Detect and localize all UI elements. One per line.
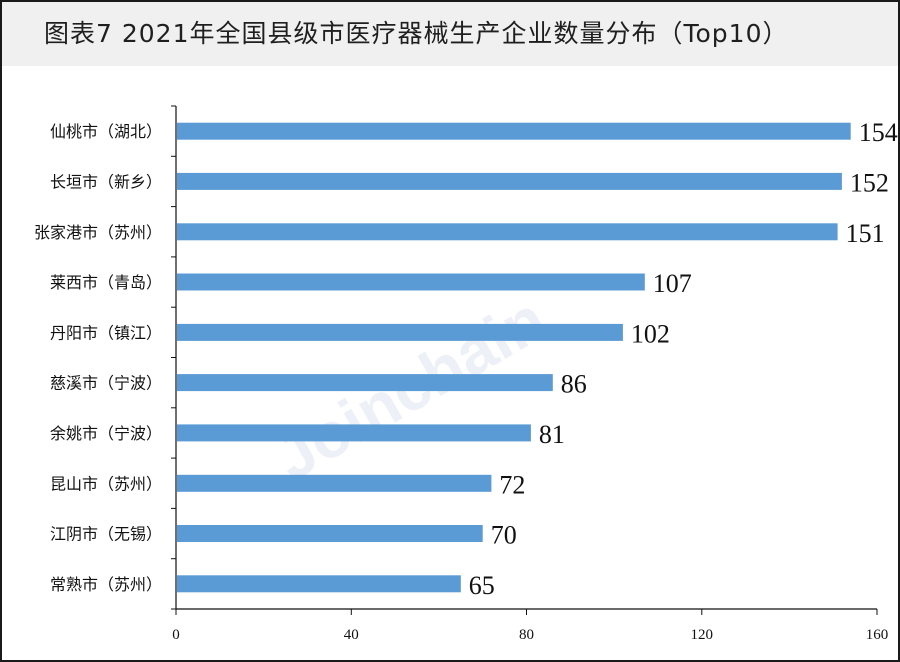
x-tick-label: 160 (866, 627, 889, 643)
category-label: 莱西市（青岛） (50, 273, 162, 292)
category-label: 仙桃市（湖北） (50, 122, 162, 141)
data-label: 81 (539, 420, 565, 449)
data-label: 86 (561, 370, 587, 399)
axes-group: 仙桃市（湖北） 154 长垣市（新乡） 152 张家港市（苏州） 151 莱西市（青岛） 10… (34, 105, 898, 643)
data-label: 70 (491, 521, 517, 550)
category-label: 丹阳市（镇江） (50, 323, 162, 342)
x-tick-label: 80 (519, 627, 534, 643)
bar (177, 273, 645, 291)
bars-group (177, 122, 851, 593)
category-label: 常熟市（苏州） (50, 575, 162, 594)
bar (177, 575, 461, 593)
x-tick-label: 120 (691, 627, 714, 643)
bar (177, 122, 851, 140)
bar (177, 172, 842, 190)
category-label: 江阴市（无锡） (50, 525, 162, 544)
bar (177, 374, 553, 392)
bar (177, 223, 838, 241)
category-label: 慈溪市（宁波） (50, 374, 162, 393)
category-label: 昆山市（苏州） (50, 474, 162, 493)
data-label: 154 (859, 118, 898, 147)
data-label: 152 (850, 168, 889, 197)
category-label: 余姚市（宁波） (50, 424, 162, 443)
category-label: 长垣市（新乡） (50, 172, 162, 191)
data-label: 72 (499, 470, 525, 499)
bar (177, 525, 483, 542)
data-label: 102 (631, 319, 670, 348)
data-label: 151 (846, 219, 885, 248)
bar (177, 323, 623, 341)
chart-title: 图表7 2021年全国县级市医疗器械生产企业数量分布（Top10） (44, 19, 789, 48)
bar (177, 424, 531, 442)
title-bar: 图表7 2021年全国县级市医疗器械生产企业数量分布（Top10） (2, 2, 898, 66)
category-label: 张家港市（苏州） (34, 223, 162, 242)
x-tick-label: 0 (172, 627, 180, 643)
data-label: 107 (653, 269, 692, 298)
x-tick-label: 40 (344, 627, 359, 643)
data-label: 65 (469, 571, 495, 600)
bar (177, 474, 492, 492)
